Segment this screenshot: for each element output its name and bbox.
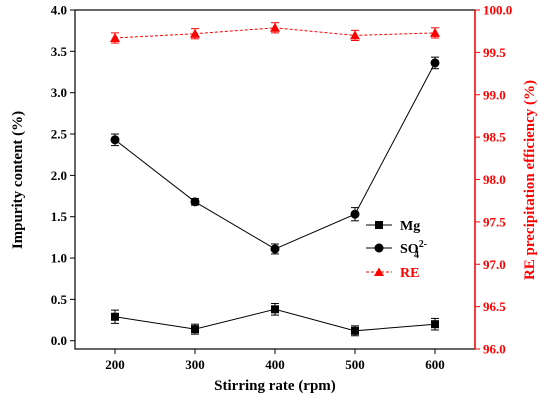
x-tick-label: 300: [185, 357, 205, 372]
y-right-tick-label: 99.0: [483, 87, 506, 102]
legend: Mg SO2-4 RE: [366, 219, 427, 281]
series-re-point: [110, 32, 120, 42]
y-right-tick-label: 97.5: [483, 214, 506, 229]
x-ticks: 200 300 400 500 600: [105, 349, 445, 372]
x-tick-label: 400: [265, 357, 285, 372]
legend-so4-label: SO2-4: [400, 239, 427, 261]
x-axis-title: Stirring rate (rpm): [214, 378, 336, 394]
legend-mg-label: Mg: [400, 219, 420, 234]
y-left-tick-label: 3.0: [51, 85, 67, 100]
series-re-point: [270, 22, 280, 32]
legend-so4-sub: 4: [414, 250, 419, 261]
legend-so4-sup: 2-: [419, 239, 427, 250]
y-right-tick-label: 99.5: [483, 45, 506, 60]
series-so-point: [350, 209, 360, 219]
legend-re-marker: [374, 267, 384, 276]
series-mg-point: [271, 305, 279, 314]
y-right-tick-label: 100.0: [483, 3, 512, 18]
y-left-ticks: 0.0 0.5 1.0 1.5 2.0 2.5 3.0 3.5 4.0: [51, 3, 75, 348]
y-left-tick-label: 1.5: [51, 209, 68, 224]
series-re-point: [350, 30, 360, 40]
series-so-line: [114, 62, 436, 250]
y-right-tick-label: 96.5: [483, 299, 506, 314]
y-right-tick-label: 98.0: [483, 172, 506, 187]
y-left-tick-label: 0.5: [51, 292, 68, 307]
series-mg-point: [431, 320, 439, 329]
y-right-ticks: 96.0 96.5 97.0 97.5 98.0 98.5 99.0 99.5 100.0: [475, 3, 512, 357]
series-so-point: [110, 135, 120, 145]
y-right-tick-label: 97.0: [483, 257, 506, 272]
y-right-axis-title: RE precipitation efficiency (%): [522, 80, 538, 280]
y-left-tick-label: 2.0: [51, 168, 67, 183]
series-re-point: [190, 28, 200, 38]
y-left-tick-label: 2.5: [51, 127, 68, 142]
y-right-tick-label: 98.5: [483, 130, 506, 145]
legend-mg-marker: [375, 221, 383, 229]
series-re-point: [430, 27, 440, 37]
series-mg-point: [191, 325, 199, 334]
x-tick-label: 600: [425, 357, 445, 372]
series-mg-point: [111, 312, 119, 321]
plot-frame: [74, 9, 476, 350]
y-right-tick-label: 96.0: [483, 342, 506, 357]
x-tick-label: 200: [105, 357, 125, 372]
y-left-tick-label: 4.0: [51, 3, 67, 18]
legend-so4-marker: [374, 243, 384, 253]
y-left-tick-label: 0.0: [51, 333, 67, 348]
series-layer: [110, 22, 440, 337]
series-so-point: [270, 244, 280, 254]
legend-so4-base: SO: [400, 242, 419, 257]
legend-re-label: RE: [400, 266, 419, 281]
y-left-tick-label: 3.5: [51, 44, 68, 59]
series-mg-point: [351, 326, 359, 335]
y-left-axis-title: Impurity content (%): [10, 111, 26, 249]
series-so-point: [430, 58, 440, 68]
x-tick-label: 500: [345, 357, 365, 372]
y-left-tick-label: 1.0: [51, 251, 67, 266]
series-so-point: [190, 197, 200, 207]
